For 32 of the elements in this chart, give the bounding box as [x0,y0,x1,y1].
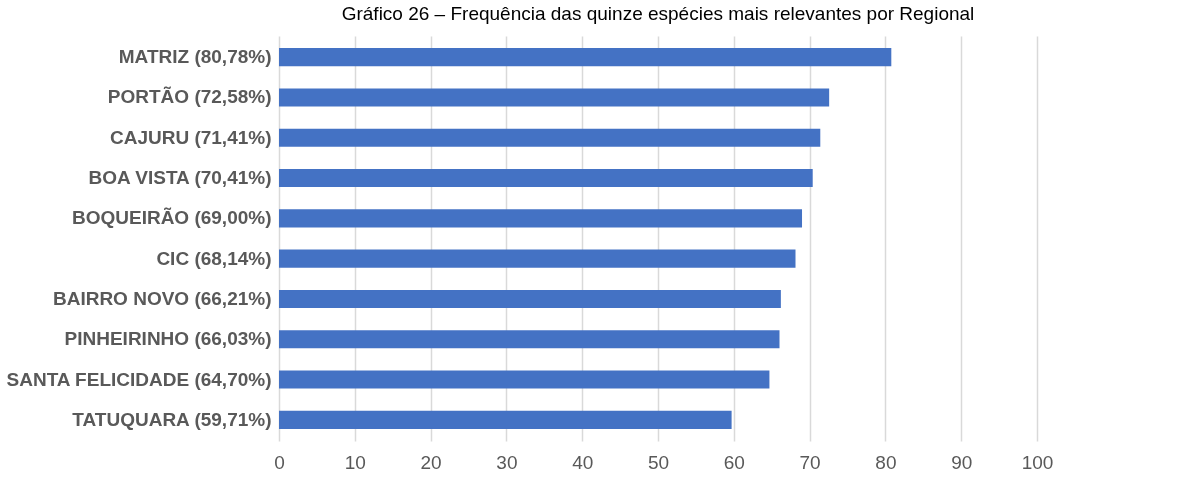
y-tick-label: BOQUEIRÃO (69,00%) [71,207,272,229]
bar [279,209,803,228]
y-tick-label: BAIRRO NOVO (66,21%) [52,287,272,309]
x-tick-label: 60 [723,451,745,473]
bar [279,370,770,389]
x-tick-label: 50 [647,451,670,473]
bar [279,48,892,67]
y-tick-label: BOA VISTA (70,41%) [88,167,272,189]
x-tick-label: 0 [274,451,285,473]
y-tick-label: CAJURU (71,41%) [109,126,272,148]
x-tick-label: 20 [420,451,442,473]
bar [279,128,821,147]
y-tick-label: TATUQUARA (59,71%) [72,408,272,430]
bar [279,88,830,107]
y-tick-label: MATRIZ (80,78%) [118,46,272,68]
x-tick-label: 30 [496,451,518,473]
bar [279,289,781,309]
bar [279,410,732,429]
x-tick-label: 80 [875,451,897,473]
y-tick-label: PORTÃO (72,58%) [107,86,272,108]
bar [279,249,796,268]
bar [279,330,780,349]
bar [279,168,813,188]
x-tick-label: 70 [799,451,821,473]
x-tick-label: 10 [344,451,366,473]
x-tick-label: 90 [951,451,973,473]
x-tick-label: 40 [572,451,594,473]
x-tick-label: 100 [1021,451,1054,473]
y-tick-label: CIC (68,14%) [156,247,272,269]
y-tick-label: SANTA FELICIDADE (64,70%) [6,368,272,390]
y-tick-label: PINHEIRINHO (66,03%) [64,328,272,350]
chart-title: Gráfico 26 – Frequência das quinze espécies mais relevantes por Regional [341,3,975,24]
